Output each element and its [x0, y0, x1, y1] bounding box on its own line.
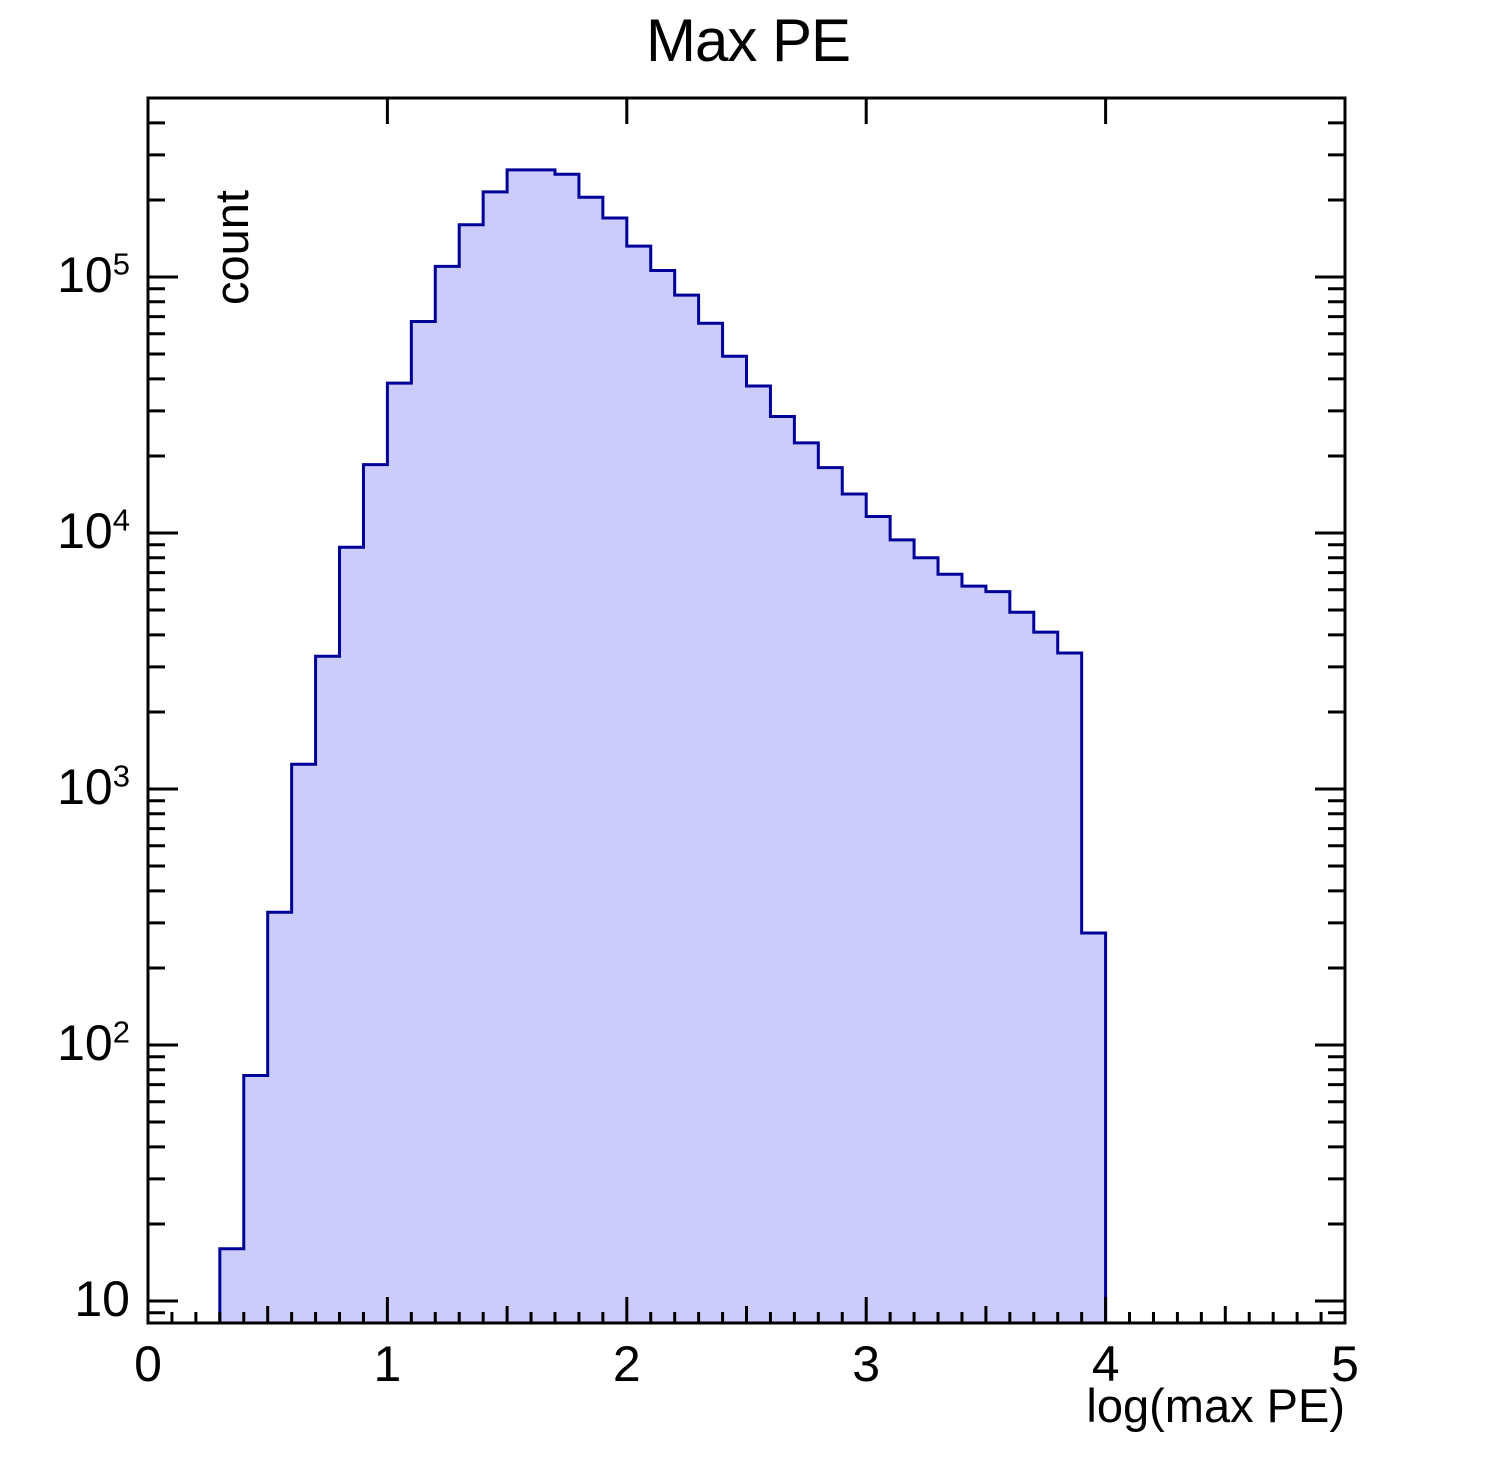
x-tick-label: 2	[612, 1336, 641, 1392]
page-title: Max PE	[645, 7, 851, 74]
y-tick-label: 103	[0, 759, 130, 815]
y-tick-mantissa: 10	[74, 1271, 130, 1327]
axis-frame	[146, 96, 1347, 1325]
x-tick-label: 3	[852, 1336, 881, 1392]
x-tick-label: 0	[134, 1336, 162, 1392]
y-tick-exponent: 4	[112, 502, 130, 538]
y-tick-exponent: 2	[112, 1014, 130, 1050]
y-tick-exponent: 3	[112, 758, 130, 794]
x-tick-label: 5	[1331, 1336, 1359, 1392]
y-tick-mantissa: 10	[57, 759, 113, 815]
x-tick-label: 4	[1091, 1336, 1120, 1392]
histogram-fill	[219, 169, 1106, 1323]
y-tick-mantissa: 10	[57, 503, 113, 559]
y-tick-label: 104	[0, 503, 130, 559]
x-tick-label: 1	[373, 1336, 402, 1392]
histogram-series	[218, 168, 1108, 1323]
histogram-outline	[218, 168, 1108, 1323]
y-tick-mantissa: 10	[57, 1015, 113, 1071]
y-tick-label: 10	[0, 1274, 130, 1324]
y-tick-label: 102	[0, 1015, 130, 1071]
y-tick-exponent: 5	[112, 246, 130, 282]
y-tick-mantissa: 10	[57, 247, 113, 303]
y-tick-label: 105	[0, 247, 130, 303]
x-axis-title: log(max PE)	[1086, 1379, 1345, 1432]
